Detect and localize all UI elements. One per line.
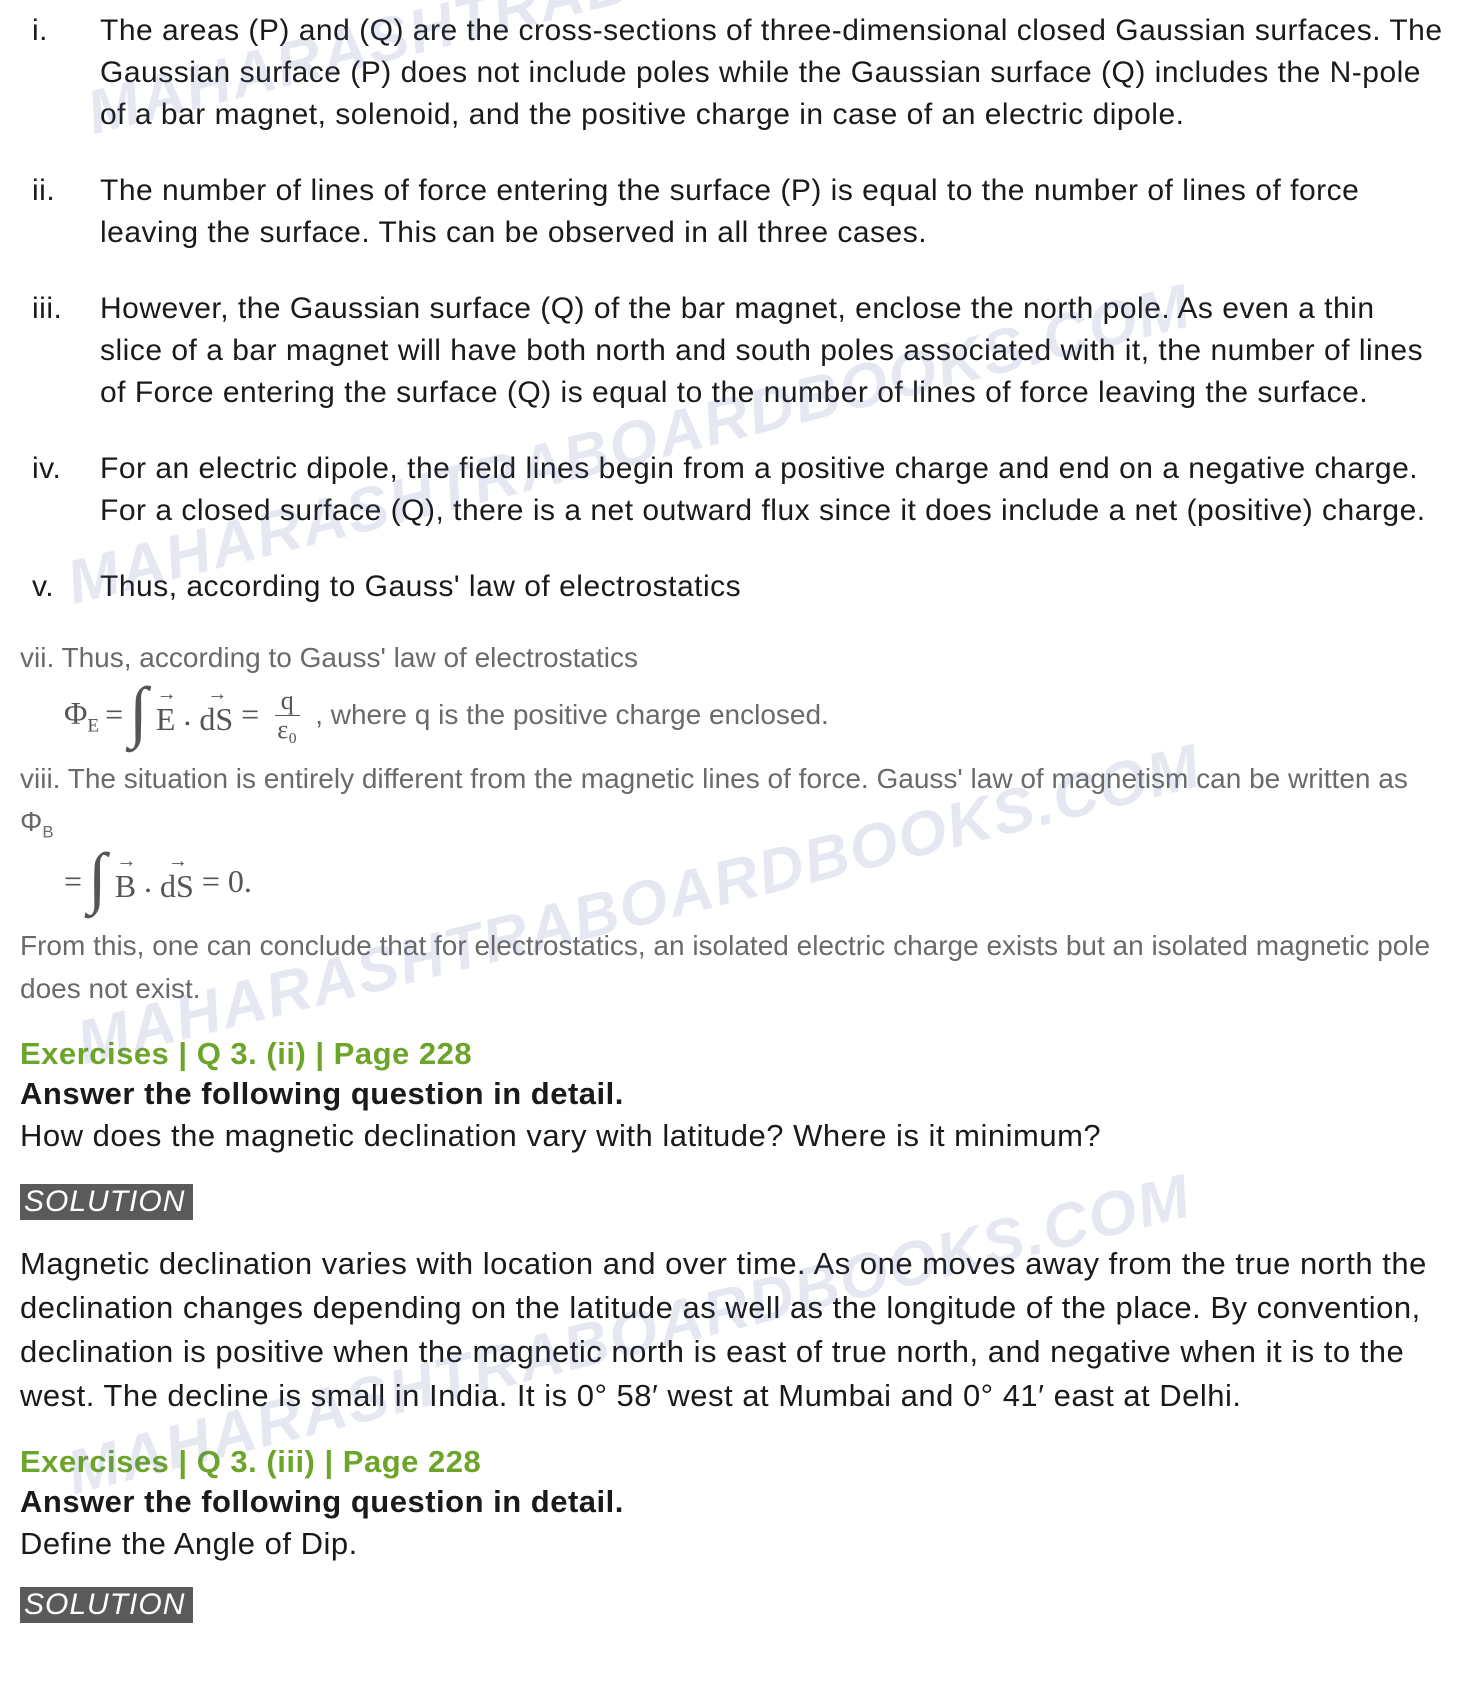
roman-item: iv.For an electric dipole, the field lin…	[20, 448, 1445, 532]
exercise-heading: Exercises | Q 3. (iii) | Page 228	[20, 1444, 1445, 1480]
integral-icon: ∫	[129, 691, 148, 732]
rhs-zero: = 0.	[202, 857, 252, 907]
line-viii: viii. The situation is entirely differen…	[20, 757, 1445, 846]
roman-text: The number of lines of force entering th…	[100, 170, 1445, 254]
gauss-magnetism-formula: = ∫ →B . →dS = 0.	[20, 852, 1445, 912]
roman-item: iii.However, the Gaussian surface (Q) of…	[20, 288, 1445, 414]
solution-badge: SOLUTION	[20, 1184, 193, 1220]
fraction-q-over-epsilon: q ε₀	[271, 687, 303, 743]
equals-sign: =	[105, 690, 123, 740]
vector-ds: →dS	[160, 852, 194, 912]
dot-operator: .	[144, 857, 152, 907]
answer-prompt: Answer the following question in detail.	[20, 1484, 1445, 1520]
roman-marker: i.	[20, 10, 100, 136]
roman-text: Thus, according to Gauss' law of electro…	[100, 566, 1445, 608]
roman-text: The areas (P) and (Q) are the cross-sect…	[100, 10, 1445, 136]
equals-sign: =	[64, 857, 82, 907]
roman-item: v.Thus, according to Gauss' law of elect…	[20, 566, 1445, 608]
integral-icon: ∫	[88, 857, 107, 898]
roman-marker: ii.	[20, 170, 100, 254]
answer-prompt: Answer the following question in detail.	[20, 1076, 1445, 1112]
roman-item: i.The areas (P) and (Q) are the cross-se…	[20, 10, 1445, 136]
formula-tail-text: , where q is the positive charge enclose…	[315, 693, 829, 736]
dot-operator: .	[183, 690, 191, 740]
vector-b: →B	[115, 852, 136, 912]
roman-text: For an electric dipole, the field lines …	[100, 448, 1445, 532]
line-vii: vii. Thus, according to Gauss' law of el…	[20, 636, 1445, 679]
roman-marker: v.	[20, 566, 100, 608]
vector-ds: →dS	[199, 685, 233, 745]
equals-sign: =	[241, 690, 259, 740]
exercise-heading: Exercises | Q 3. (ii) | Page 228	[20, 1036, 1445, 1072]
roman-numeral-answer-list: i.The areas (P) and (Q) are the cross-se…	[20, 10, 1445, 608]
question-text: Define the Angle of Dip.	[20, 1522, 1445, 1565]
roman-text: However, the Gaussian surface (Q) of the…	[100, 288, 1445, 414]
roman-item: ii.The number of lines of force entering…	[20, 170, 1445, 254]
roman-marker: iii.	[20, 288, 100, 414]
solution-body: Magnetic declination varies with locatio…	[20, 1242, 1445, 1418]
vector-e: →E	[156, 685, 176, 745]
roman-marker: iv.	[20, 448, 100, 532]
gauss-electrostatics-formula: ΦE = ∫ →E . →dS = q ε₀ , where q is the …	[20, 685, 1445, 745]
phi-e: ΦE	[64, 689, 99, 741]
question-text: How does the magnetic declination vary w…	[20, 1114, 1445, 1157]
solution-badge: SOLUTION	[20, 1587, 193, 1623]
gauss-law-derivation-block: vii. Thus, according to Gauss' law of el…	[20, 636, 1445, 1010]
conclusion-text: From this, one can conclude that for ele…	[20, 924, 1445, 1011]
